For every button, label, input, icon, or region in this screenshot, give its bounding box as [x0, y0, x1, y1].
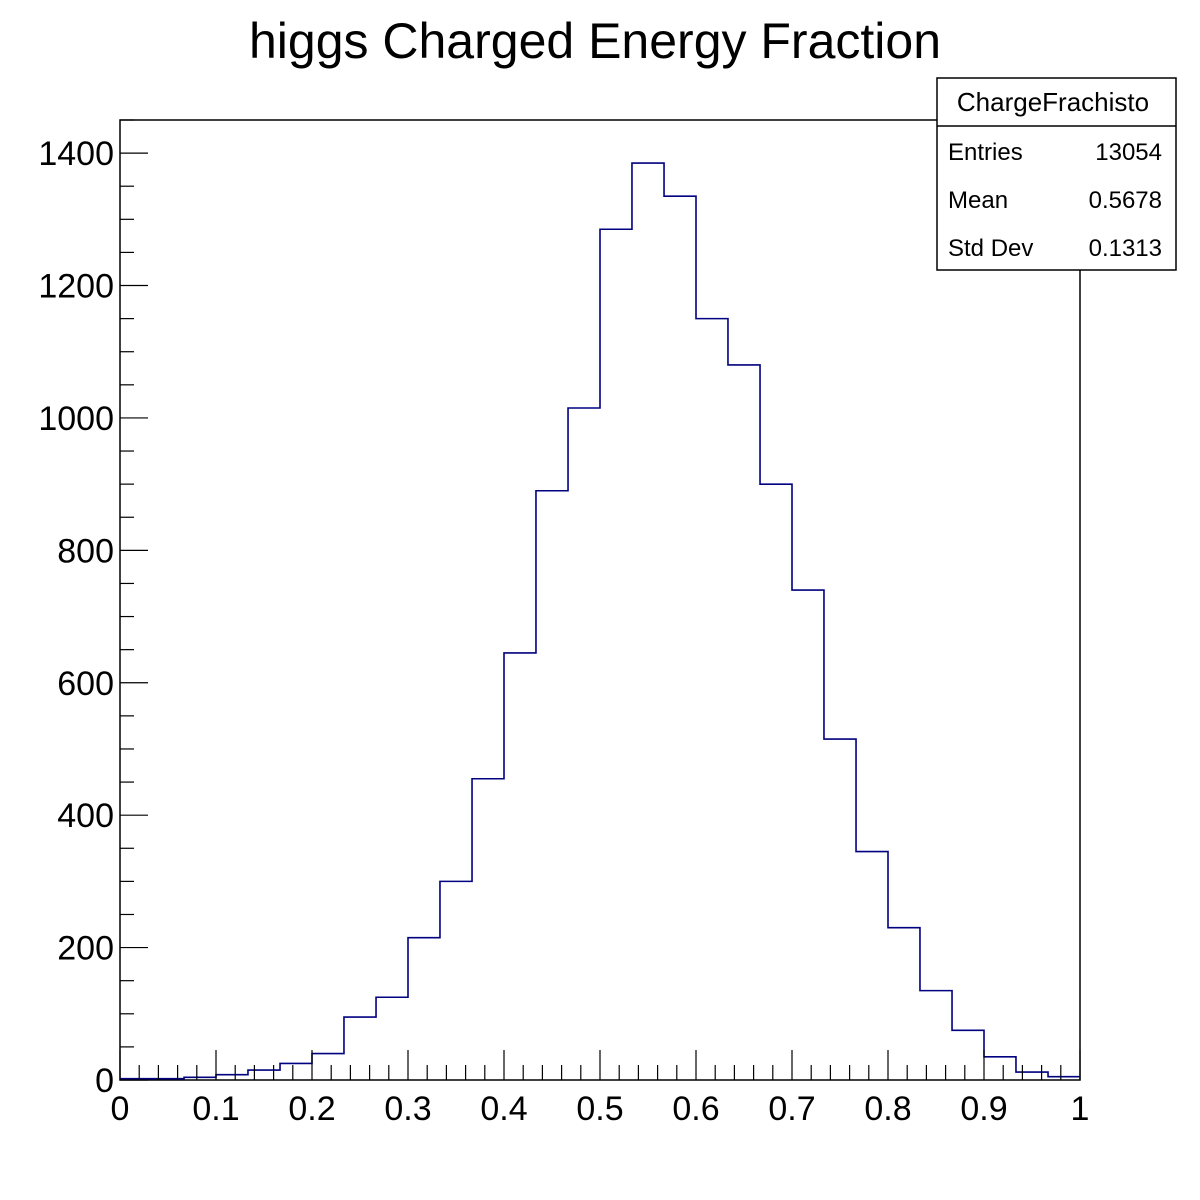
chart-title: higgs Charged Energy Fraction: [249, 13, 941, 69]
histogram-outline: [120, 162, 1080, 1080]
histogram-bin: [856, 852, 888, 1080]
x-tick-label: 0.5: [576, 1090, 623, 1128]
histogram-bin: [440, 881, 472, 1080]
x-tick-label: 0.4: [480, 1090, 527, 1128]
histogram-bin: [344, 1017, 376, 1080]
stats-box-frame: [936, 77, 1177, 271]
y-tick-label: 1400: [38, 135, 114, 173]
histogram-bin: [248, 1070, 280, 1080]
histogram-bin: [1048, 1077, 1080, 1080]
histogram-bin: [152, 1079, 184, 1080]
histogram-bin: [984, 1057, 1016, 1080]
histogram-bin: [952, 1030, 984, 1080]
stats-entries-label: Entries: [948, 139, 1023, 166]
histogram-bin: [536, 491, 568, 1080]
x-tick-label: 0.8: [864, 1090, 911, 1128]
stats-mean-label: Mean: [948, 187, 1008, 214]
x-tick-label: 0.7: [768, 1090, 815, 1128]
histogram-bin: [600, 229, 632, 1080]
x-tick-label: 0.1: [192, 1090, 239, 1128]
histogram-bin: [280, 1063, 312, 1080]
stats-box-title: ChargeFrachisto: [957, 87, 1149, 117]
y-tick-label: 600: [57, 665, 114, 703]
stats-entries-value: 13054: [1095, 139, 1162, 166]
stats-stddev-value: 0.1313: [1089, 235, 1162, 262]
histogram-bin: [920, 991, 952, 1080]
histogram-bin: [760, 484, 792, 1080]
histogram-bin: [312, 1054, 344, 1080]
histogram-bin: [664, 196, 696, 1080]
histogram-bin: [1016, 1072, 1048, 1080]
x-tick-label: 0.6: [672, 1090, 719, 1128]
y-tick-label: 0: [95, 1062, 114, 1100]
y-tick-label: 400: [57, 797, 114, 835]
y-tick-label: 1200: [38, 268, 114, 306]
histogram-bin: [184, 1077, 216, 1080]
histogram-bin: [216, 1075, 248, 1080]
stats-mean-value: 0.5678: [1089, 187, 1162, 214]
histogram: [120, 162, 1080, 1080]
y-tick-label: 800: [57, 532, 114, 570]
histogram-bin: [792, 590, 824, 1080]
x-axis: 0 0.1 0.2 0.3 0.4 0.5 0.6 0.7 0.8 0.9 1: [111, 1050, 1090, 1128]
histogram-bin: [696, 319, 728, 1080]
y-tick-label: 1000: [38, 400, 114, 438]
x-tick-label: 0.9: [960, 1090, 1007, 1128]
stats-stddev-label: Std Dev: [948, 235, 1033, 262]
histogram-bin: [472, 779, 504, 1080]
x-tick-label: 0: [111, 1090, 130, 1128]
histogram-bin: [728, 365, 760, 1080]
x-tick-label: 0.2: [288, 1090, 335, 1128]
x-tick-label: 1: [1071, 1090, 1090, 1128]
stats-box: ChargeFrachisto Entries 13054 Mean 0.567…: [936, 77, 1177, 271]
y-axis: 0 200 400 600 800 1000 1200 1400: [38, 119, 148, 1100]
histogram-bin: [568, 408, 600, 1080]
histogram-bin: [408, 938, 440, 1080]
histogram-bin: [376, 997, 408, 1080]
histogram-bin: [504, 653, 536, 1080]
histogram-bin: [632, 163, 664, 1080]
y-tick-label: 200: [57, 930, 114, 968]
histogram-bin: [888, 928, 920, 1080]
histogram-bin: [824, 739, 856, 1080]
x-tick-label: 0.3: [384, 1090, 431, 1128]
